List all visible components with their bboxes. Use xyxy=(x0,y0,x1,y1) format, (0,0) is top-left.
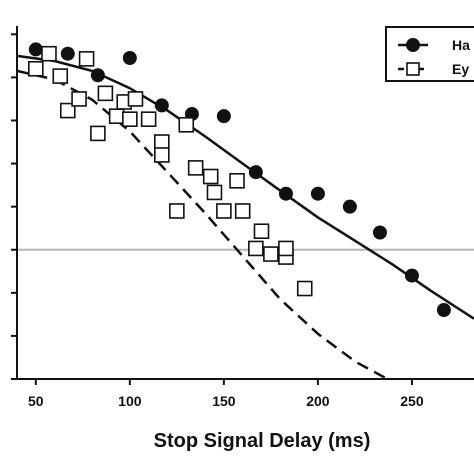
data-point-ey xyxy=(122,111,138,127)
legend-label-ha: Ha xyxy=(452,37,470,53)
legend-marker-ey xyxy=(406,62,420,76)
axes xyxy=(11,26,474,385)
data-point-ey xyxy=(90,125,106,142)
data-point-ey xyxy=(202,168,219,185)
x-tick-label: 200 xyxy=(306,393,330,409)
data-point-ey xyxy=(296,280,313,297)
data-point-ey xyxy=(108,108,125,124)
data-point-ha xyxy=(404,268,419,283)
data-point-ha xyxy=(154,98,169,113)
data-point-ey xyxy=(248,240,264,257)
data-point-ey xyxy=(52,68,69,84)
data-point-ey xyxy=(263,246,279,262)
data-point-ey xyxy=(229,173,245,189)
data-point-ha xyxy=(28,42,43,57)
data-point-ha xyxy=(278,186,293,201)
data-point-ey xyxy=(234,203,251,219)
data-point-ey xyxy=(97,85,114,102)
data-point-ha xyxy=(436,303,451,318)
tick-labels: 50 100 150 200 250 xyxy=(28,393,424,409)
data-point-ey xyxy=(216,203,232,219)
x-tick-label: 100 xyxy=(118,393,142,409)
x-axis-title: Stop Signal Delay (ms) xyxy=(154,430,371,452)
data-point-ey xyxy=(71,91,87,107)
data-point-ha xyxy=(60,46,75,61)
x-tick-label: 50 xyxy=(28,393,44,409)
data-point-ey xyxy=(28,60,44,77)
legend-box xyxy=(385,26,474,82)
x-tick-label: 250 xyxy=(400,393,424,409)
data-point-ha xyxy=(90,68,105,83)
data-point-ey xyxy=(140,111,157,127)
data-points xyxy=(28,42,451,318)
data-point-ey xyxy=(278,240,294,257)
fit-curve-ha xyxy=(16,54,474,320)
data-point-ey xyxy=(187,160,204,176)
data-point-ey xyxy=(127,91,144,107)
legend-label-ey: Ey xyxy=(452,61,469,77)
data-point-ey xyxy=(253,223,270,240)
data-point-ey xyxy=(154,147,170,163)
data-point-ha xyxy=(372,225,387,240)
data-point-ey xyxy=(154,134,170,150)
data-point-ey xyxy=(59,102,76,119)
x-tick-label: 150 xyxy=(212,393,236,409)
data-point-ha xyxy=(216,109,231,124)
data-point-ey xyxy=(206,184,223,201)
data-point-ha xyxy=(122,51,137,66)
data-point-ha xyxy=(248,165,263,180)
legend: Ha Ey xyxy=(385,26,474,82)
data-point-ey xyxy=(78,51,95,67)
legend-marker-ha xyxy=(406,38,420,52)
data-point-ey xyxy=(41,45,57,62)
data-point-ha xyxy=(342,199,357,214)
data-point-ha xyxy=(310,186,325,201)
data-point-ey xyxy=(169,203,185,219)
data-point-ey xyxy=(178,116,195,133)
